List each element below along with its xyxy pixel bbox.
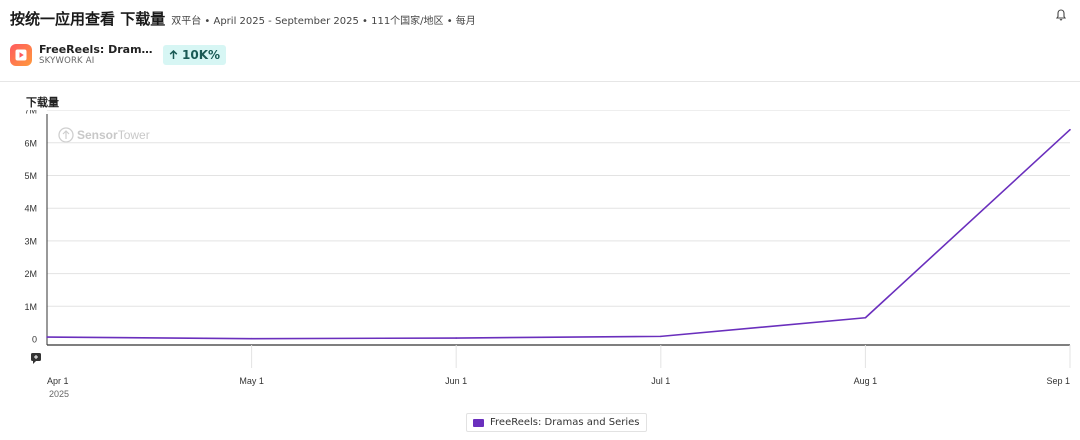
series-point [250,337,253,340]
play-icon [15,49,27,61]
y-tick-label: 1M [24,302,37,312]
downloads-chart: SensorTower 0 1M 2M 3M 4M 5M 6M 7M Apr 1 May 1 Ju… [24,110,1071,399]
legend-label: FreeReels: Dramas and Series [490,417,640,428]
watermark-suffix: Tower [118,128,150,142]
header-divider [0,81,1080,82]
y-tick-label: 6M [24,138,37,148]
x-tick-label: Apr 1 [47,376,69,386]
change-value: 10K% [182,48,221,63]
x-tick-label: Aug 1 [854,376,878,386]
bell-icon[interactable] [1054,8,1068,22]
app-publisher: SKYWORK AI [39,55,95,66]
sensortower-watermark: SensorTower [58,127,150,143]
chart-label: 下载量 [26,96,59,109]
app-meta: FreeReels: Dramas an... SKYWORK AI [39,44,157,66]
y-tick-label: 0 [32,335,37,345]
x-tick-label: Sep 1 [1046,376,1070,386]
annotation-icon[interactable] [31,353,41,364]
change-badge: 10K% [163,45,227,66]
sensortower-logo-icon [58,127,74,143]
y-tick-label: 3M [24,236,37,246]
legend-item[interactable]: FreeReels: Dramas and Series [466,413,647,432]
series-point [660,335,662,338]
x-tick-label: Jul 1 [651,376,670,386]
app-icon [10,44,32,67]
arrow-up-icon [169,50,178,60]
y-tick-label: 5M [24,171,37,181]
app-row[interactable]: FreeReels: Dramas an... SKYWORK AI 10K% [10,44,227,67]
series-point [864,316,867,319]
series-point [46,336,48,338]
series-line [46,129,1071,340]
y-tick-label: 2M [24,269,37,279]
series-point [1069,128,1071,131]
watermark-prefix: Sensor [77,128,118,142]
y-tick-label: 7M [24,110,37,116]
x-year-label: 2025 [49,389,69,399]
legend-swatch [473,418,484,427]
y-tick-label: 4M [24,204,37,214]
page-subtitle: 双平台 • April 2025 - September 2025 • 111个… [171,16,476,27]
app-name[interactable]: FreeReels: Dramas an... [39,44,157,56]
x-tick-label: May 1 [239,376,264,386]
page-header: 按统一应用查看 下载量 双平台 • April 2025 - September… [10,8,476,29]
x-tick-label: Jun 1 [445,376,467,386]
svg-text:SensorTower: SensorTower [77,128,150,142]
page-title: 按统一应用查看 下载量 [10,10,166,28]
series-point [455,337,458,339]
